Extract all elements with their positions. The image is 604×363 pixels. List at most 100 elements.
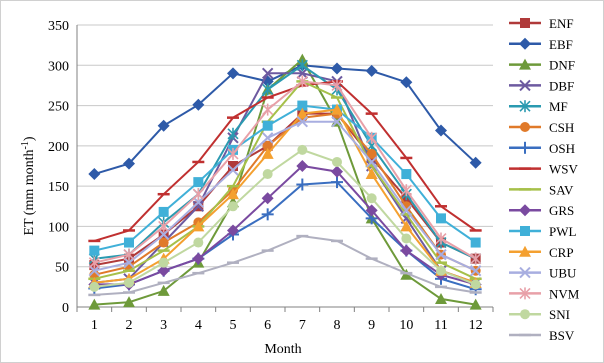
data-point-sni [332,156,342,167]
data-point-ubu [331,115,343,128]
y-axis-label: ET (mm month-1) [20,136,37,235]
legend-swatch-marker [520,226,530,236]
series-nvm [88,75,482,269]
data-point-grs [365,204,378,217]
data-point-nvm [192,188,204,201]
legend-swatch-marker [519,287,531,300]
series-lines [88,53,482,310]
data-point-ubu [400,204,413,217]
legend-label: PWL [549,224,577,239]
data-point-ebf [435,124,447,137]
data-point-grs [296,160,309,172]
legend-label: ENF [549,16,574,31]
data-point-nvm [262,103,274,116]
legend-entry-sni: SNI [509,307,570,322]
series-line-nvm [94,80,477,264]
data-point-ubu [123,256,135,269]
data-point-mf [262,83,274,96]
data-point-grs [400,244,413,257]
data-point-pwl [436,213,446,224]
data-point-ubu [469,265,482,277]
legend-entry-grs: GRS [509,203,574,218]
data-point-ubu [157,228,170,241]
data-point-nvm [435,232,447,245]
legend-entry-pwl: PWL [509,224,577,239]
data-point-sni [124,277,134,288]
legend-entry-nvm: NVM [509,286,580,301]
data-point-sni [436,265,446,276]
data-point-ebf [123,157,135,170]
data-point-ubu [435,248,447,261]
data-point-ubu [227,164,239,176]
legend-label: OSH [549,141,575,156]
legend-entry-mf: MF [509,99,568,114]
data-point-nvm [400,184,412,197]
data-point-sni [228,201,238,212]
data-point-crp [331,103,343,115]
x-tick-label: 8 [334,318,341,333]
data-point-nvm [158,220,170,233]
data-point-dnf [435,292,447,304]
legend-label: SNI [549,307,570,322]
legend-entry-ubu: UBU [509,266,577,281]
legend-swatch-marker [519,204,531,217]
data-point-crp [296,107,309,119]
legend-label: CRP [549,245,574,260]
data-point-mf [296,59,308,72]
data-point-pwl [470,237,481,248]
legend-swatch-marker [520,18,530,28]
data-point-ubu [261,132,274,144]
data-point-nvm [227,147,239,160]
y-axis-label-superscript: -1 [20,141,31,149]
legend-label: NVM [549,286,580,301]
data-point-osh [331,176,343,189]
data-point-pwl [297,100,308,111]
data-point-dnf [123,296,135,308]
data-point-mf [227,127,239,140]
x-tick-label: 10 [399,318,413,333]
data-point-ubu [88,265,101,277]
data-point-ebf [192,98,205,111]
legend-label: BSV [549,328,575,343]
y-tick-label: 300 [48,59,69,74]
data-point-ubu [365,156,378,168]
data-point-dbf [261,67,274,80]
data-point-grs [157,264,170,277]
data-point-ebf [227,67,239,80]
data-point-pwl [262,120,273,131]
legend-label: MF [549,99,568,114]
data-point-sni [193,237,204,248]
data-point-grs [331,165,343,178]
data-point-nvm [123,248,135,261]
data-point-pwl [158,206,169,217]
series-line-bsv [94,235,476,296]
series-line-dnf [94,58,476,306]
legend-swatch-marker [519,58,531,70]
legend-entry-sav: SAV [509,182,574,197]
x-tick-label: 11 [434,318,447,333]
data-point-sni [401,233,412,244]
series-line-ubu [94,120,477,272]
x-tick-label: 4 [195,318,202,333]
legend-entry-bsv: BSV [509,328,575,343]
x-tick-label: 7 [299,318,306,333]
data-point-pwl [89,245,100,256]
series-ubu [88,115,482,277]
legend-entry-dnf: DNF [509,58,575,73]
series-line-wsv [94,80,477,242]
data-point-ebf [331,62,343,75]
data-point-grs [261,192,274,205]
legend-swatch-marker [520,122,530,132]
series-line-crp [94,108,477,284]
series-line-sav [94,80,477,280]
legend-label: CSH [549,120,574,135]
x-tick-label: 1 [91,318,98,333]
data-point-csh [262,140,273,151]
legend: ENF EBF DNF DBF MF CSH OSH WSV SAV GRS PWL CRP UBU NV… [509,16,580,343]
legend-entry-wsv: WSV [509,162,579,177]
data-point-crp [227,188,239,200]
data-point-grs [192,252,205,265]
y-tick-label: 350 [48,19,69,34]
data-point-crp [400,220,413,232]
